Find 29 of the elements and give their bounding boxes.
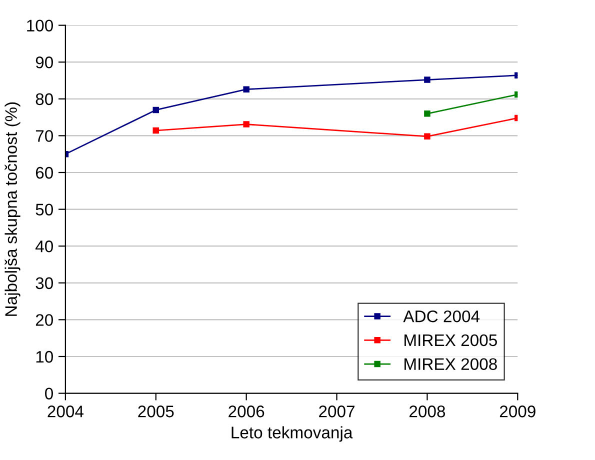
- legend-label: MIREX 2005: [404, 334, 497, 346]
- y-tick-label: 100: [27, 20, 53, 32]
- point: [152, 106, 160, 114]
- y-tick-label: 80: [36, 93, 53, 106]
- point: [424, 133, 430, 140]
- y-tick-label: 70: [36, 130, 53, 142]
- y-tick-label: 10: [36, 350, 53, 363]
- legend-label: ADC 2004: [403, 310, 480, 322]
- x-axis-title: Leto tekmovanja: [232, 426, 353, 442]
- x-tick-label: 2004: [48, 406, 84, 418]
- point: [424, 76, 430, 83]
- y-axis-title: Najboljša skupna točnost (%): [4, 102, 20, 316]
- x-tick-label: 2006: [228, 406, 264, 418]
- x-tick-label: 2008: [410, 406, 446, 418]
- y-tick-label: 30: [36, 277, 53, 290]
- x-tick-label: 2009: [500, 406, 536, 418]
- point: [243, 86, 250, 92]
- x-tick-label: 2005: [138, 406, 174, 418]
- legend-label: MIREX 2008: [404, 358, 497, 370]
- y-tick-label: 20: [36, 314, 53, 326]
- y-tick-label: 90: [36, 56, 53, 68]
- point: [243, 121, 250, 128]
- x-tick-label: 2007: [319, 406, 354, 418]
- y-tick-label: 50: [36, 204, 53, 216]
- point: [152, 127, 160, 134]
- point: [424, 110, 430, 117]
- y-tick-label: 60: [36, 166, 53, 179]
- y-tick-label: 40: [35, 240, 53, 252]
- y-tick-label: 0: [45, 388, 53, 400]
